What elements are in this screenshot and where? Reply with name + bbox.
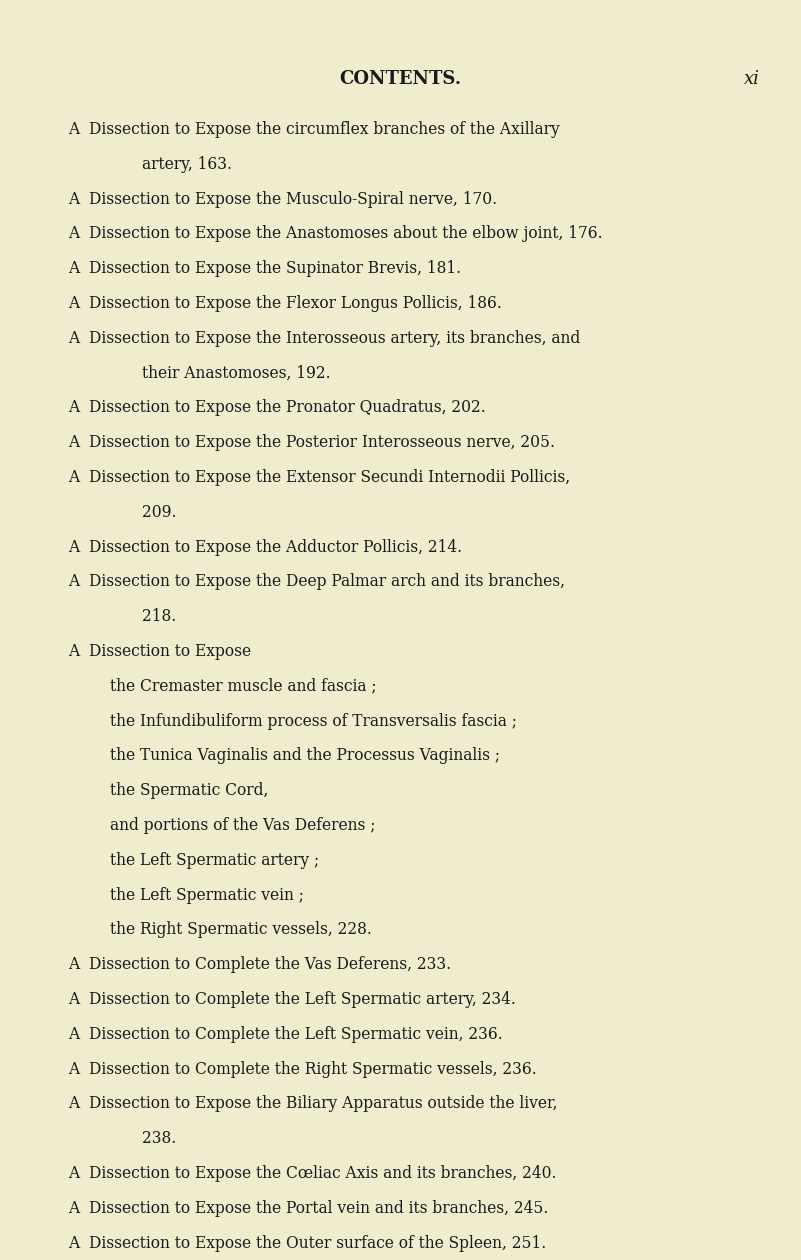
Text: A  Dissection to Expose the Outer surface of the Spleen, 251.: A Dissection to Expose the Outer surface…	[68, 1235, 546, 1251]
Text: the Left Spermatic vein ;: the Left Spermatic vein ;	[110, 887, 304, 903]
Text: A  Dissection to Expose the Adductor Pollicis, 214.: A Dissection to Expose the Adductor Poll…	[68, 538, 462, 556]
Text: A  Dissection to Expose the Extensor Secundi Internodii Pollicis,: A Dissection to Expose the Extensor Secu…	[68, 469, 570, 486]
Text: 218.: 218.	[142, 609, 176, 625]
Text: A  Dissection to Expose the Deep Palmar arch and its branches,: A Dissection to Expose the Deep Palmar a…	[68, 573, 565, 591]
Text: the Cremaster muscle and fascia ;: the Cremaster muscle and fascia ;	[110, 678, 376, 694]
Text: A  Dissection to Expose the Interosseous artery, its branches, and: A Dissection to Expose the Interosseous …	[68, 330, 580, 346]
Text: artery, 163.: artery, 163.	[142, 156, 232, 173]
Text: xi: xi	[744, 71, 760, 88]
Text: A  Dissection to Expose the Musculo-Spiral nerve, 170.: A Dissection to Expose the Musculo-Spira…	[68, 190, 497, 208]
Text: CONTENTS.: CONTENTS.	[340, 71, 461, 88]
Text: A  Dissection to Expose the Biliary Apparatus outside the liver,: A Dissection to Expose the Biliary Appar…	[68, 1095, 557, 1113]
Text: A  Dissection to Expose: A Dissection to Expose	[68, 643, 252, 660]
Text: A  Dissection to Expose the circumflex branches of the Axillary: A Dissection to Expose the circumflex br…	[68, 121, 560, 139]
Text: A  Dissection to Expose the Pronator Quadratus, 202.: A Dissection to Expose the Pronator Quad…	[68, 399, 485, 416]
Text: A  Dissection to Complete the Right Spermatic vessels, 236.: A Dissection to Complete the Right Sperm…	[68, 1061, 537, 1077]
Text: 238.: 238.	[142, 1130, 176, 1147]
Text: A  Dissection to Expose the Posterior Interosseous nerve, 205.: A Dissection to Expose the Posterior Int…	[68, 435, 555, 451]
Text: A  Dissection to Expose the Anastomoses about the elbow joint, 176.: A Dissection to Expose the Anastomoses a…	[68, 226, 602, 242]
Text: and portions of the Vas Deferens ;: and portions of the Vas Deferens ;	[110, 816, 376, 834]
Text: A  Dissection to Complete the Vas Deferens, 233.: A Dissection to Complete the Vas Deferen…	[68, 956, 451, 973]
Text: the Tunica Vaginalis and the Processus Vaginalis ;: the Tunica Vaginalis and the Processus V…	[110, 747, 500, 765]
Text: the Left Spermatic artery ;: the Left Spermatic artery ;	[110, 852, 320, 869]
Text: A  Dissection to Expose the Cœliac Axis and its branches, 240.: A Dissection to Expose the Cœliac Axis a…	[68, 1166, 557, 1182]
Text: A  Dissection to Expose the Supinator Brevis, 181.: A Dissection to Expose the Supinator Bre…	[68, 261, 461, 277]
Text: their Anastomoses, 192.: their Anastomoses, 192.	[142, 364, 331, 382]
Text: A  Dissection to Complete the Left Spermatic artery, 234.: A Dissection to Complete the Left Sperma…	[68, 992, 516, 1008]
Text: the Spermatic Cord,: the Spermatic Cord,	[110, 782, 268, 799]
Text: 209.: 209.	[142, 504, 176, 520]
Text: the Right Spermatic vessels, 228.: the Right Spermatic vessels, 228.	[110, 921, 372, 939]
Text: A  Dissection to Expose the Portal vein and its branches, 245.: A Dissection to Expose the Portal vein a…	[68, 1200, 549, 1217]
Text: the Infundibuliform process of Transversalis fascia ;: the Infundibuliform process of Transvers…	[110, 713, 517, 730]
Text: A  Dissection to Complete the Left Spermatic vein, 236.: A Dissection to Complete the Left Sperma…	[68, 1026, 503, 1043]
Text: A  Dissection to Expose the Flexor Longus Pollicis, 186.: A Dissection to Expose the Flexor Longus…	[68, 295, 502, 312]
